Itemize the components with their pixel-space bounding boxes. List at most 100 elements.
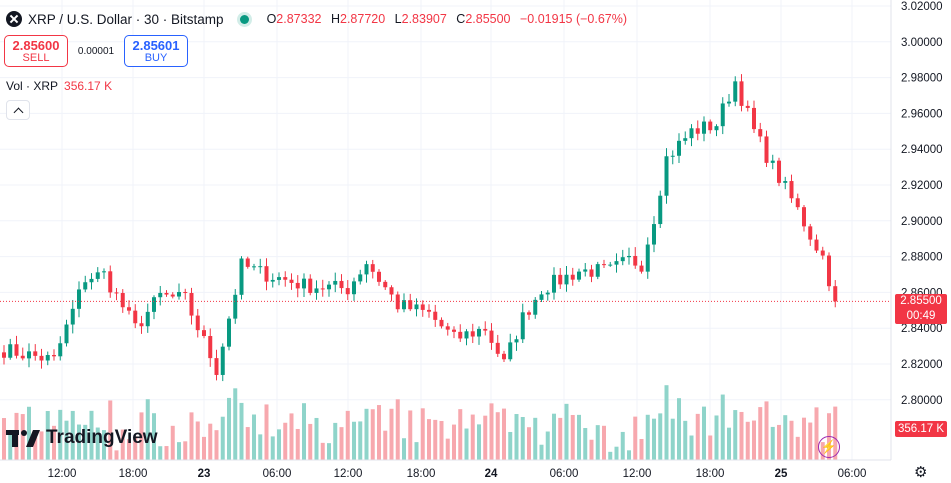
candle-body (183, 292, 188, 294)
candle-body (727, 101, 731, 104)
candle-body (227, 318, 231, 347)
volume-bar (77, 424, 81, 460)
candle-body (677, 140, 681, 156)
candle-body (645, 244, 650, 272)
volume-bar (739, 411, 744, 460)
candle-body (52, 355, 56, 357)
candle-body (145, 311, 150, 327)
volume-bar (833, 406, 838, 460)
volume-bar (733, 410, 738, 460)
time-tick-label: 18:00 (119, 468, 148, 480)
volume-bar (345, 410, 350, 460)
lightning-icon[interactable]: ⚡ (818, 436, 840, 458)
candle-body (295, 282, 300, 289)
time-tick-label: 12:00 (623, 468, 652, 480)
collapse-legend-button[interactable] (6, 100, 30, 120)
price-change: −0.01915 (−0.67%) (520, 12, 628, 26)
volume-bar (583, 428, 588, 460)
volume-bar (333, 422, 338, 460)
candle-body (545, 292, 550, 295)
volume-bar (145, 399, 150, 460)
volume-bar (458, 409, 463, 460)
candle-body (27, 351, 31, 359)
candle-body (58, 343, 63, 357)
volume-bar (714, 415, 719, 460)
candle-body (177, 292, 181, 297)
volume-bar (752, 420, 756, 460)
volume-bar (789, 420, 794, 460)
candle-body (795, 198, 800, 208)
candle-body (708, 121, 713, 131)
candle-body (583, 269, 588, 272)
volume-bar (245, 427, 250, 460)
volume-bar (645, 414, 650, 460)
candle-body (320, 288, 325, 290)
candle-body (758, 129, 763, 137)
volume-bar (133, 436, 138, 460)
time-axis[interactable]: 12:00 18:00 23 06:00 12:00 18:00 24 06:00 12:00 1… (48, 468, 867, 480)
volume-bar (745, 421, 750, 460)
volume-bar (595, 425, 600, 460)
volume-bar (389, 408, 394, 460)
symbol-title[interactable]: XRP / U.S. Dollar · 30 · Bitstamp (28, 11, 224, 27)
candle-body (439, 319, 444, 327)
price-axis[interactable]: 3.02000 3.00000 2.98000 2.96000 2.94000 2.920… (901, 1, 943, 407)
volume-bar (2, 418, 6, 460)
volume-bar (202, 436, 206, 460)
candle-body (120, 293, 125, 308)
candle-body (614, 261, 619, 265)
candle-body (783, 181, 788, 183)
candle-body (483, 328, 488, 331)
candle-body (464, 331, 469, 339)
sell-button[interactable]: 2.85600 SELL (4, 35, 68, 67)
candle-body (527, 312, 531, 315)
candle-body (264, 266, 269, 282)
candle-body (470, 331, 475, 337)
volume-bar (445, 438, 450, 460)
candle-body (514, 339, 519, 343)
candle-body (289, 279, 294, 283)
volume-bar (627, 450, 631, 460)
candle-body (489, 330, 494, 343)
volume-bar (383, 430, 388, 460)
candle-body (570, 274, 575, 280)
volume-bar (214, 430, 219, 460)
volume-bar (564, 403, 569, 460)
volume-bar (233, 388, 238, 460)
candle-body (433, 311, 438, 320)
candle-body (302, 278, 306, 289)
volume-bar (395, 399, 400, 460)
candle-body (314, 288, 319, 293)
volume-bar (95, 427, 100, 460)
buy-button[interactable]: 2.85601 BUY (124, 35, 188, 67)
time-tick-label: 12:00 (48, 468, 77, 480)
tradingview-logo[interactable]: TradingView (6, 427, 158, 449)
chart-grid (0, 0, 891, 460)
volume-bar (558, 417, 563, 460)
time-tick-label: 18:00 (696, 468, 725, 480)
candle-body (508, 342, 513, 360)
candle-body (558, 274, 563, 285)
candle-body (702, 121, 706, 134)
settings-gear-icon[interactable]: ⚙ (914, 464, 928, 481)
candle-body (620, 257, 625, 262)
xrp-symbol-icon[interactable] (6, 11, 22, 27)
candle-body (370, 264, 375, 272)
volume-bar (270, 436, 275, 460)
chart-header: XRP / U.S. Dollar · 30 · Bitstamp O2.873… (6, 9, 627, 29)
candle-body (827, 255, 831, 287)
candle-body (114, 292, 119, 294)
volume-bar (320, 442, 325, 460)
volume-bar (177, 442, 181, 460)
volume-bar (814, 407, 819, 460)
candle-body (814, 239, 819, 251)
price-tick-label: 2.84000 (901, 323, 943, 335)
volume-bar (508, 431, 513, 460)
price-tick-label: 2.98000 (901, 73, 943, 85)
volume-bar (777, 424, 781, 460)
volume-bar (477, 424, 481, 460)
time-tick-label: 23 (198, 468, 211, 480)
volume-bar (658, 413, 663, 460)
candle-body (70, 308, 75, 325)
